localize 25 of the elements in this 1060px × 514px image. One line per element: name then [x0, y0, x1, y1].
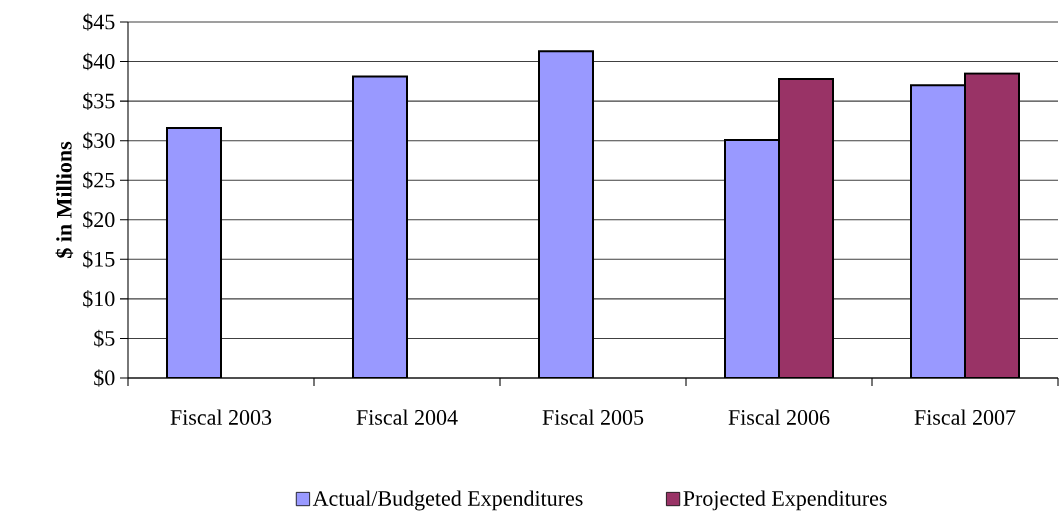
y-tick-label: $15 — [83, 250, 115, 269]
bar — [910, 84, 967, 378]
bar — [538, 50, 594, 378]
y-tick-label: $10 — [83, 290, 115, 308]
legend-label: Projected Expenditures — [683, 490, 887, 511]
x-tick-label: Fiscal 2003 — [170, 409, 272, 425]
legend-label: Actual/Budgeted Expenditures — [312, 490, 583, 511]
bar — [724, 138, 780, 378]
x-tick-label: Fiscal 2005 — [542, 409, 644, 425]
bar — [166, 127, 222, 378]
y-tick-label: $5 — [94, 329, 115, 348]
x-tick-label: Fiscal 2006 — [728, 409, 830, 425]
y-tick-label: $20 — [83, 210, 115, 229]
bar — [352, 75, 408, 378]
y-tick-label: $35 — [83, 92, 115, 110]
y-tick-label: $0 — [94, 369, 115, 387]
bar — [778, 77, 834, 378]
y-tick-label: $25 — [83, 171, 115, 190]
x-tick-label: Fiscal 2004 — [356, 409, 458, 425]
y-tick-label: $30 — [83, 131, 115, 150]
y-tick-label: $45 — [83, 13, 115, 31]
y-axis-title: $ in Millions — [55, 141, 74, 258]
bar — [964, 72, 1020, 378]
y-tick-label: $40 — [83, 52, 115, 71]
x-tick-label: Fiscal 2007 — [914, 409, 1016, 425]
